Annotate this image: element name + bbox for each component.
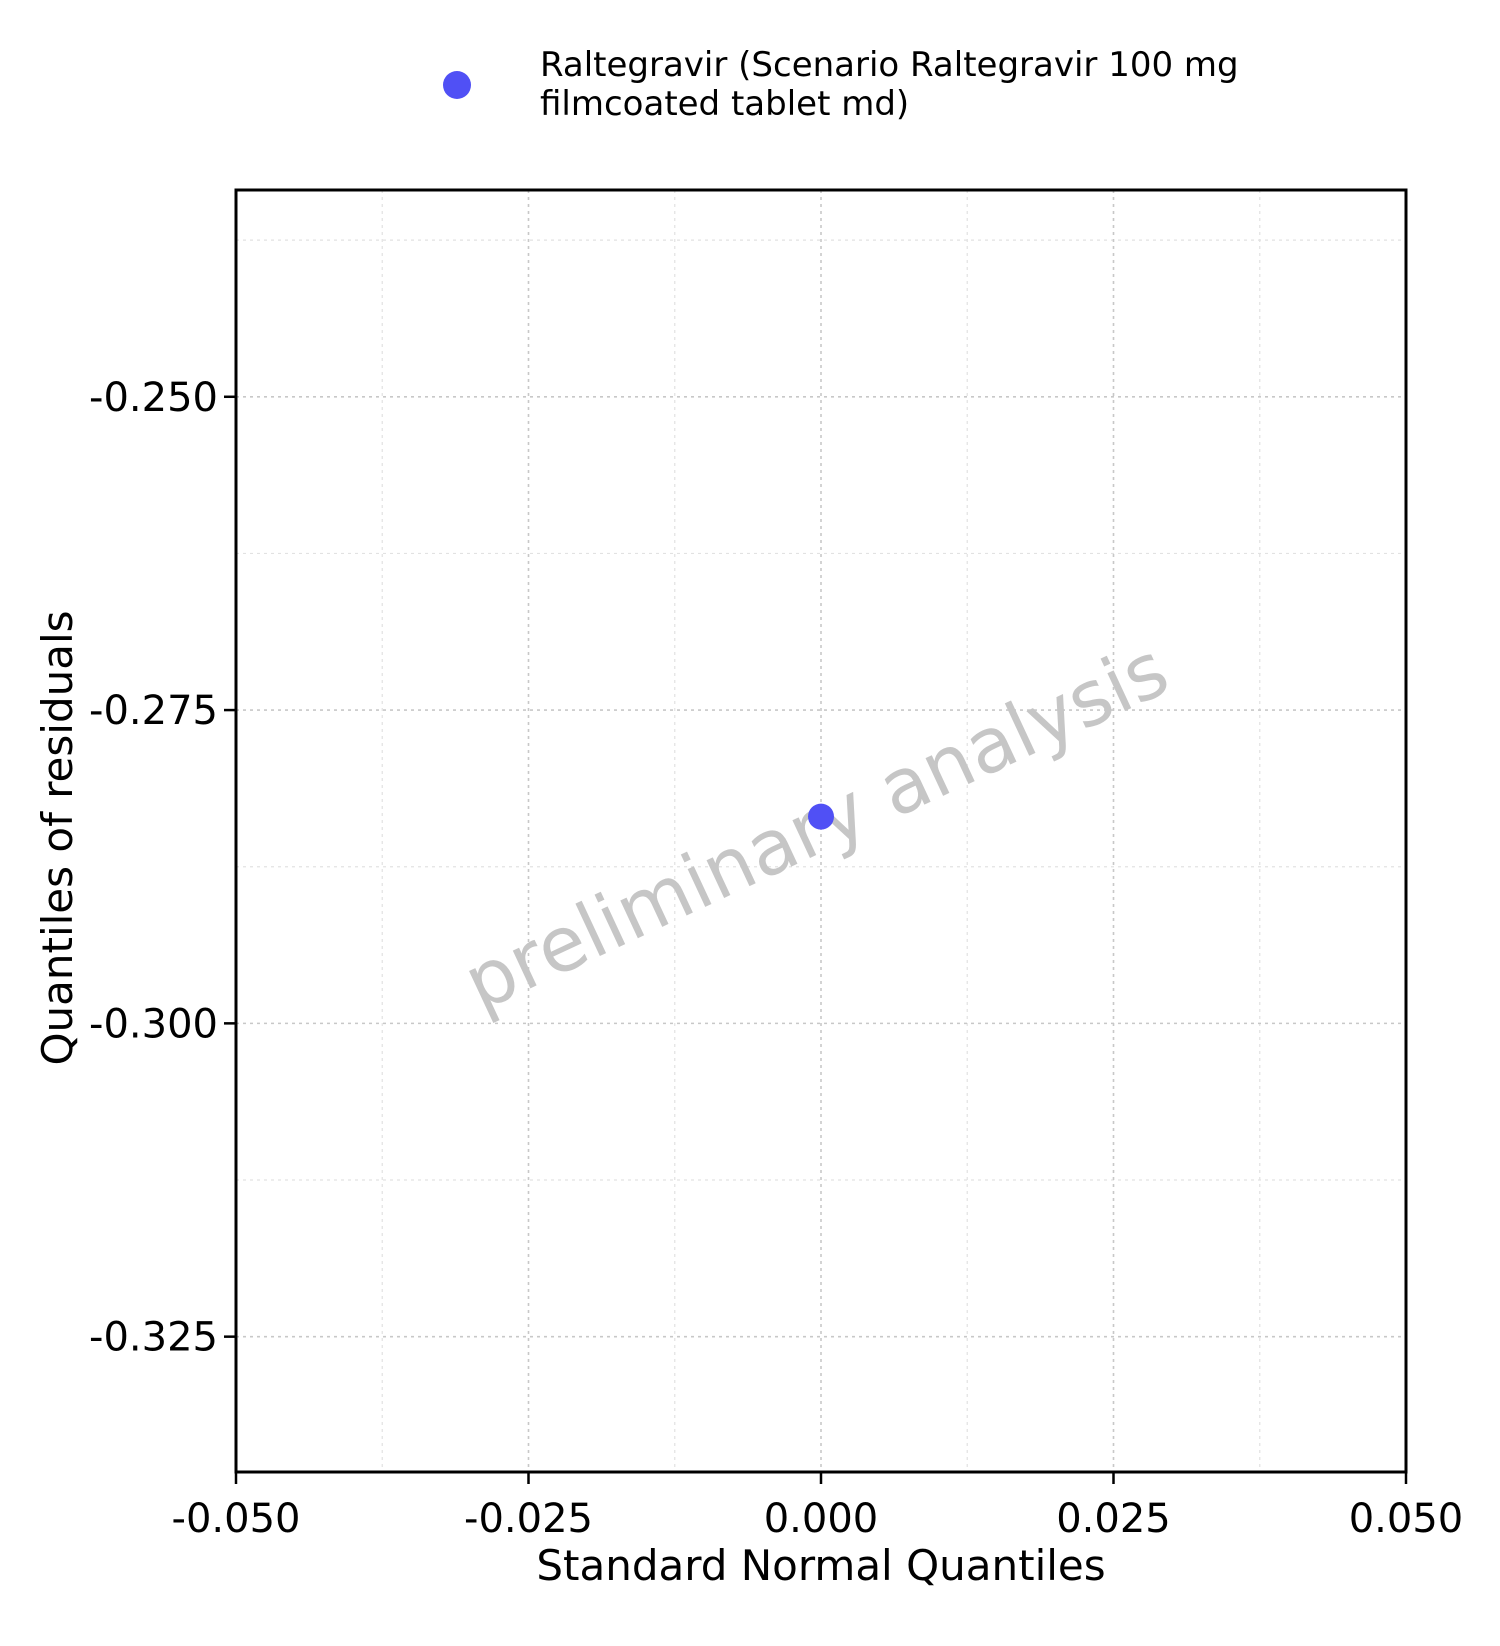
legend-label-line-1: Raltegravir (Scenario Raltegravir 100 mg (540, 45, 1239, 85)
axis-ticks: -0.050 -0.025 0.000 0.025 0.050 -0.250 -0.275 -… (89, 375, 1463, 1542)
legend-marker (443, 71, 471, 99)
y-tick-label: -0.275 (89, 688, 218, 734)
y-tick-label: -0.325 (89, 1315, 218, 1361)
legend-label-line-2: filmcoated tablet md) (540, 84, 909, 124)
x-tick-label: -0.050 (172, 1496, 301, 1542)
y-tick-label: -0.250 (89, 375, 218, 421)
grid (235, 190, 1407, 1472)
plot-frame (234, 188, 1408, 1474)
x-tick-label: 0.025 (1056, 1496, 1171, 1542)
legend: Raltegravir (Scenario Raltegravir 100 mg… (443, 45, 1239, 124)
y-tick-label: -0.300 (89, 1001, 218, 1047)
x-tick-label: 0.050 (1349, 1496, 1464, 1542)
data-points (808, 803, 834, 830)
x-tick-label: 0.000 (764, 1496, 879, 1542)
y-axis-label: Quantiles of residuals (33, 610, 82, 1065)
x-tick-label: -0.025 (464, 1496, 593, 1542)
data-point (808, 803, 834, 830)
x-axis-label: Standard Normal Quantiles (536, 1541, 1105, 1590)
